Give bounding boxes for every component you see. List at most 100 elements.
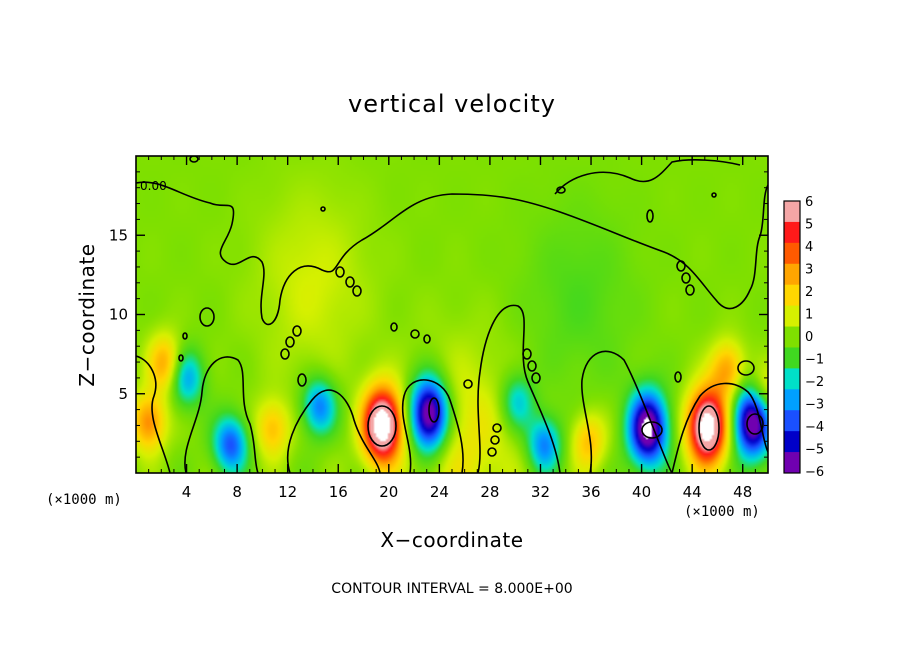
colorbar-swatch bbox=[784, 305, 800, 328]
x-unit-right: (×1000 m) bbox=[684, 504, 760, 520]
contour-loop-15 bbox=[492, 423, 502, 433]
contour-loop-10 bbox=[410, 329, 420, 339]
contour-column-6 bbox=[671, 382, 768, 473]
x-unit-left: (×1000 m) bbox=[46, 492, 122, 508]
contour-loop-3 bbox=[345, 276, 355, 288]
contour-loop-29 bbox=[178, 354, 184, 362]
colorbar-swatch bbox=[784, 410, 800, 432]
colorbar-swatch bbox=[784, 201, 800, 223]
x-tick-label: 40 bbox=[632, 483, 651, 501]
velocity-field bbox=[136, 156, 768, 473]
contour-loop-1 bbox=[199, 307, 215, 327]
contour-loop-21 bbox=[681, 272, 691, 284]
colorbar-label: −5 bbox=[805, 443, 824, 458]
colorbar-label: −1 bbox=[805, 353, 824, 368]
contour-loop-24 bbox=[737, 360, 755, 376]
x-tick-label: 44 bbox=[683, 483, 702, 501]
contour-loop-11 bbox=[423, 334, 431, 344]
colorbar: 6 5 4 3 2 1 0 −1 −2 −3 −4 −5 −6 bbox=[783, 195, 824, 480]
y-tick-label: 5 bbox=[118, 385, 128, 403]
colorbar-swatch bbox=[784, 221, 800, 244]
x-tick-label: 20 bbox=[379, 483, 398, 501]
contour-loop-5 bbox=[292, 325, 302, 337]
contour-loop-2 bbox=[335, 266, 345, 278]
x-tick-label: 28 bbox=[480, 483, 499, 501]
contour-loop-27 bbox=[320, 206, 326, 212]
contour-left-column bbox=[136, 355, 171, 473]
contour-loop-16 bbox=[522, 348, 532, 360]
colorbar-label: −3 bbox=[805, 398, 824, 413]
contour-loop-22 bbox=[685, 284, 695, 296]
contour-loop-9 bbox=[390, 322, 398, 332]
colorbar-label: −4 bbox=[805, 420, 824, 435]
contour-loop-25 bbox=[189, 156, 199, 163]
colorbar-swatch bbox=[784, 263, 800, 286]
contour-top-band bbox=[554, 159, 741, 195]
contour-loop-6 bbox=[285, 336, 295, 348]
contour-loop-31 bbox=[367, 405, 397, 447]
plot-area: 0.00 bbox=[135, 155, 769, 474]
zero-contours bbox=[136, 156, 768, 473]
colorbar-swatch bbox=[784, 368, 800, 390]
y-tick-label: 10 bbox=[109, 306, 128, 324]
contour-loop-18 bbox=[531, 372, 541, 384]
contour-column-2 bbox=[286, 389, 381, 473]
contour-loop-23 bbox=[674, 371, 682, 383]
colorbar-label: 5 bbox=[805, 218, 813, 233]
x-tick-label: 24 bbox=[430, 483, 449, 501]
x-tick-label: 8 bbox=[232, 483, 242, 501]
contour-column-3 bbox=[401, 379, 464, 473]
x-tick-label: 16 bbox=[329, 483, 348, 501]
x-tick-label: 4 bbox=[182, 483, 192, 501]
colorbar-label: 3 bbox=[805, 263, 813, 278]
contour-column-1 bbox=[184, 356, 259, 473]
contour-loop-13 bbox=[487, 447, 497, 457]
contour-loop-33 bbox=[428, 397, 440, 423]
contour-loop-20 bbox=[676, 260, 686, 272]
colorbar-swatch bbox=[784, 452, 800, 474]
colorbar-frame bbox=[783, 200, 801, 474]
contour-loop-7 bbox=[280, 348, 290, 360]
contour-loop-34 bbox=[641, 421, 663, 439]
colorbar-swatch bbox=[784, 389, 800, 411]
contour-loop-30 bbox=[711, 192, 717, 198]
contour-loop-8 bbox=[297, 373, 307, 387]
colorbar-label: 1 bbox=[805, 308, 813, 323]
y-axis-label: Z−coordinate bbox=[75, 243, 99, 386]
x-tick-label: 48 bbox=[733, 483, 752, 501]
colorbar-swatch bbox=[784, 242, 800, 265]
colorbar-swatch bbox=[784, 347, 800, 369]
colorbar-swatch bbox=[784, 431, 800, 453]
colorbar-label: −6 bbox=[805, 465, 824, 480]
colorbar-label: 2 bbox=[805, 285, 813, 300]
contour-loop-19 bbox=[646, 209, 654, 223]
y-tick-label: 15 bbox=[109, 226, 128, 244]
x-axis: 4 8 12 16 20 24 28 32 36 40 44 48 bbox=[148, 156, 756, 501]
x-tick-label: 36 bbox=[581, 483, 600, 501]
contour-interval-note: CONTOUR INTERVAL = 8.000E+00 bbox=[331, 581, 572, 597]
contour-label: 0.00 bbox=[140, 179, 167, 193]
colorbar-swatch bbox=[784, 326, 800, 348]
contour-loop-12 bbox=[463, 379, 473, 389]
contour-loop-28 bbox=[182, 332, 188, 340]
contour-loop-32 bbox=[698, 405, 720, 451]
chart-title: vertical velocity bbox=[348, 90, 556, 118]
colorbar-label: 6 bbox=[805, 195, 813, 210]
contour-boundary-upper bbox=[136, 181, 768, 326]
y-axis: 5 10 15 bbox=[109, 171, 768, 458]
contour-loop-17 bbox=[527, 360, 537, 372]
x-tick-label: 32 bbox=[531, 483, 550, 501]
contour-loop-35 bbox=[746, 413, 764, 435]
colorbar-label: −2 bbox=[805, 375, 824, 390]
contour-loop-14 bbox=[490, 435, 500, 445]
colorbar-swatch bbox=[784, 284, 800, 307]
colorbar-label: 0 bbox=[805, 330, 813, 345]
contour-loop-26 bbox=[556, 186, 566, 194]
contour-column-5 bbox=[581, 350, 673, 473]
contour-loop-4 bbox=[352, 285, 362, 297]
x-axis-label: X−coordinate bbox=[380, 528, 523, 552]
contour-column-4 bbox=[477, 304, 561, 473]
x-tick-label: 12 bbox=[278, 483, 297, 501]
colorbar-label: 4 bbox=[805, 240, 813, 255]
